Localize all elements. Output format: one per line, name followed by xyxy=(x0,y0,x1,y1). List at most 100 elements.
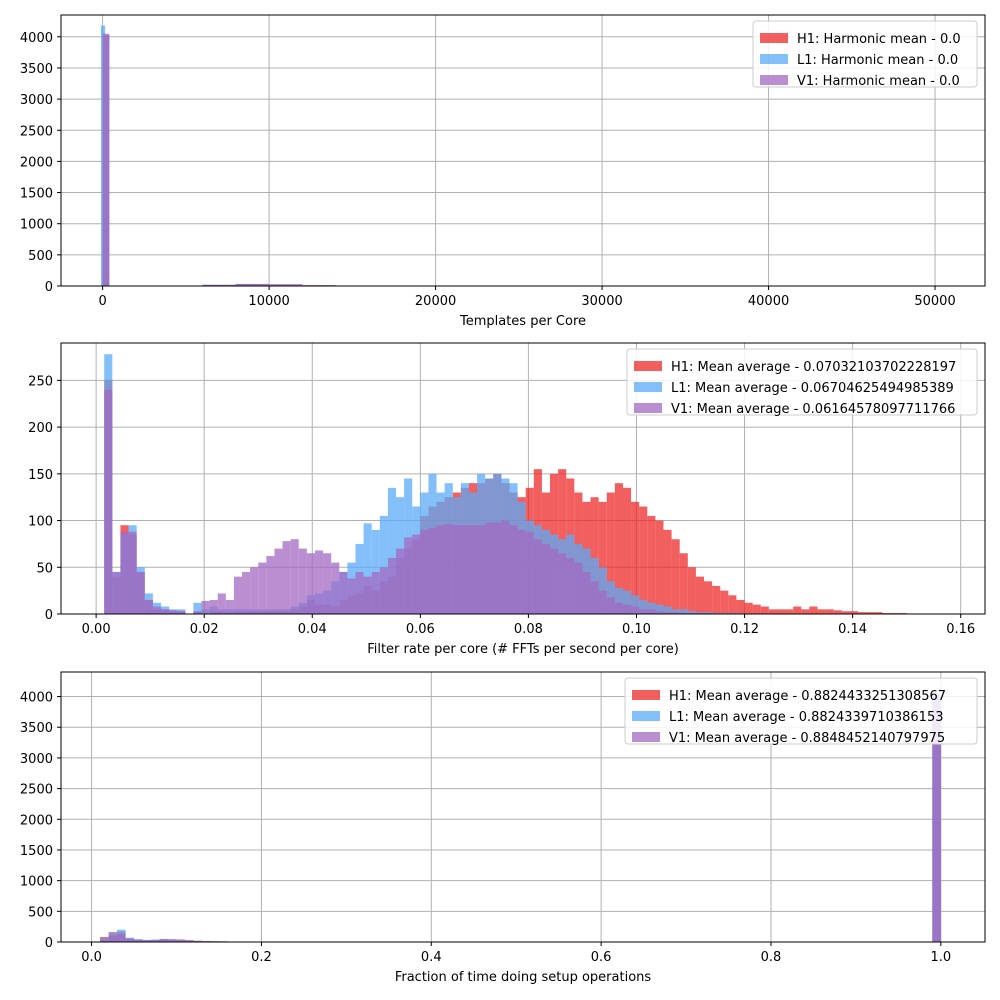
y-tick-label: 1000 xyxy=(20,875,53,890)
histogram-bar-v1 xyxy=(647,609,656,614)
histogram-bar-h1 xyxy=(687,567,696,614)
y-tick-label: 2000 xyxy=(20,813,53,828)
legend: H1: Mean average - 0.07032103702228197 L1… xyxy=(626,348,978,417)
histogram-bar-v1 xyxy=(331,562,340,614)
series-v1 xyxy=(104,389,713,614)
histogram-bar-v1 xyxy=(160,609,170,614)
histogram-bar-h1 xyxy=(752,604,761,614)
histogram-bar-v1 xyxy=(339,571,348,614)
histogram-bar-v1 xyxy=(574,562,583,614)
x-axis-label: Fraction of time doing setup operations xyxy=(395,970,652,985)
legend: H1: Harmonic mean - 0.0 L1: Harmonic mean… xyxy=(752,20,978,89)
histogram-bar-v1 xyxy=(125,938,135,942)
axes-frame xyxy=(60,671,986,943)
histogram-bar-h1 xyxy=(833,610,842,614)
histogram-bar-v1 xyxy=(420,529,429,614)
histogram-bar-v1 xyxy=(112,571,121,614)
histogram-bars xyxy=(104,354,907,614)
histogram-bar-v1 xyxy=(282,541,291,614)
histogram-bar-v1 xyxy=(306,553,315,614)
y-tick-label: 4000 xyxy=(20,31,53,46)
histogram-bar-v1 xyxy=(396,548,405,614)
x-tick-label: 0.08 xyxy=(514,622,543,637)
histogram-bar-v1 xyxy=(379,567,388,614)
histogram-bar-v1 xyxy=(108,935,118,942)
histogram-bar-v1 xyxy=(134,939,143,942)
histogram-bar-h1 xyxy=(760,606,769,614)
histogram-bar-v1 xyxy=(614,602,623,614)
y-tick-label: 2500 xyxy=(20,124,53,139)
histogram-bars xyxy=(100,25,361,287)
histogram-bar-l1 xyxy=(363,523,372,614)
histogram-bar-v1 xyxy=(606,597,615,614)
histogram-bar-v1 xyxy=(558,553,567,614)
histogram-bar-l1 xyxy=(671,609,680,614)
x-tick-label: 0.02 xyxy=(190,622,219,637)
legend-box xyxy=(752,20,978,88)
histogram-bar-h1 xyxy=(874,612,883,614)
x-axis-ticks: 0.0 0.2 0.4 0.6 0.8 1.0 xyxy=(81,942,951,965)
x-tick-label: 0.16 xyxy=(946,622,975,637)
histogram-bar-h1 xyxy=(720,590,729,614)
histogram-bar-h1 xyxy=(793,606,802,614)
histogram-bar-h1 xyxy=(606,492,615,614)
histogram-bar-h1 xyxy=(655,520,664,614)
x-tick-label: 0.4 xyxy=(421,950,442,965)
x-tick-label: 30000 xyxy=(581,294,622,309)
histogram-bar-v1 xyxy=(176,939,185,942)
histogram-bar-l1 xyxy=(614,587,623,614)
x-tick-label: 40000 xyxy=(748,294,789,309)
histogram-bar-h1 xyxy=(598,501,607,614)
histogram-bar-v1 xyxy=(233,576,243,614)
x-tick-label: 0 xyxy=(98,294,106,309)
histogram-bar-l1 xyxy=(371,529,380,614)
histogram-bar-l1 xyxy=(679,609,688,614)
histogram-bar-v1 xyxy=(136,571,145,614)
y-tick-label: 0 xyxy=(45,280,53,295)
histogram-bar-v1 xyxy=(151,940,160,942)
histogram-bar-v1 xyxy=(159,939,169,942)
y-axis-ticks: 0 500 1000 1500 2000 2500 3000 3500 4000 xyxy=(20,691,61,951)
histogram-bar-h1 xyxy=(647,515,656,614)
legend-swatch-l1 xyxy=(632,711,660,721)
x-tick-label: 0.8 xyxy=(761,950,782,965)
histogram-bar-h1 xyxy=(671,539,680,614)
histogram-bar-v1 xyxy=(266,556,275,614)
histogram-bar-v1 xyxy=(590,581,599,614)
y-tick-label: 50 xyxy=(36,561,53,576)
legend-label-h1: H1: Harmonic mean - 0.0 xyxy=(797,32,961,47)
y-axis-ticks: 0 50 100 150 200 250 xyxy=(28,374,61,623)
histogram-bar-v1 xyxy=(468,525,478,614)
histogram-bar-v1 xyxy=(258,562,267,614)
x-tick-label: 0.04 xyxy=(298,622,327,637)
y-tick-label: 1000 xyxy=(20,218,53,233)
histogram-bar-h1 xyxy=(744,602,753,614)
histogram-bar-v1 xyxy=(209,599,218,614)
x-tick-label: 0.06 xyxy=(406,622,435,637)
x-axis-ticks: 0 10000 20000 30000 40000 50000 xyxy=(98,286,956,309)
histogram-bar-h1 xyxy=(695,576,705,614)
y-tick-label: 1500 xyxy=(20,187,53,202)
histogram-bar-v1 xyxy=(142,940,152,942)
legend-swatch-h1 xyxy=(634,361,662,371)
histogram-bar-v1 xyxy=(152,606,161,614)
histogram-bar-h1 xyxy=(849,611,859,614)
histogram-bar-h1 xyxy=(817,609,826,614)
x-tick-label: 10000 xyxy=(248,294,289,309)
histogram-bar-v1 xyxy=(655,611,664,614)
x-tick-label: 20000 xyxy=(415,294,456,309)
histogram-bar-h1 xyxy=(728,595,737,614)
histogram-bar-v1 xyxy=(525,531,534,614)
histogram-bar-v1 xyxy=(298,548,307,614)
x-tick-label: 0.6 xyxy=(591,950,612,965)
legend-label-h1: H1: Mean average - 0.8824433251308567 xyxy=(669,689,946,704)
histogram-bar-v1 xyxy=(404,537,413,614)
histogram-bar-h1 xyxy=(679,553,688,614)
histogram-bar-v1 xyxy=(225,599,234,614)
x-tick-label: 0.0 xyxy=(81,950,102,965)
histogram-bar-l1 xyxy=(687,611,696,614)
histogram-bar-h1 xyxy=(614,483,623,614)
legend-label-v1: V1: Mean average - 0.06164578097711766 xyxy=(671,402,955,417)
histogram-bar-v1 xyxy=(533,539,542,614)
